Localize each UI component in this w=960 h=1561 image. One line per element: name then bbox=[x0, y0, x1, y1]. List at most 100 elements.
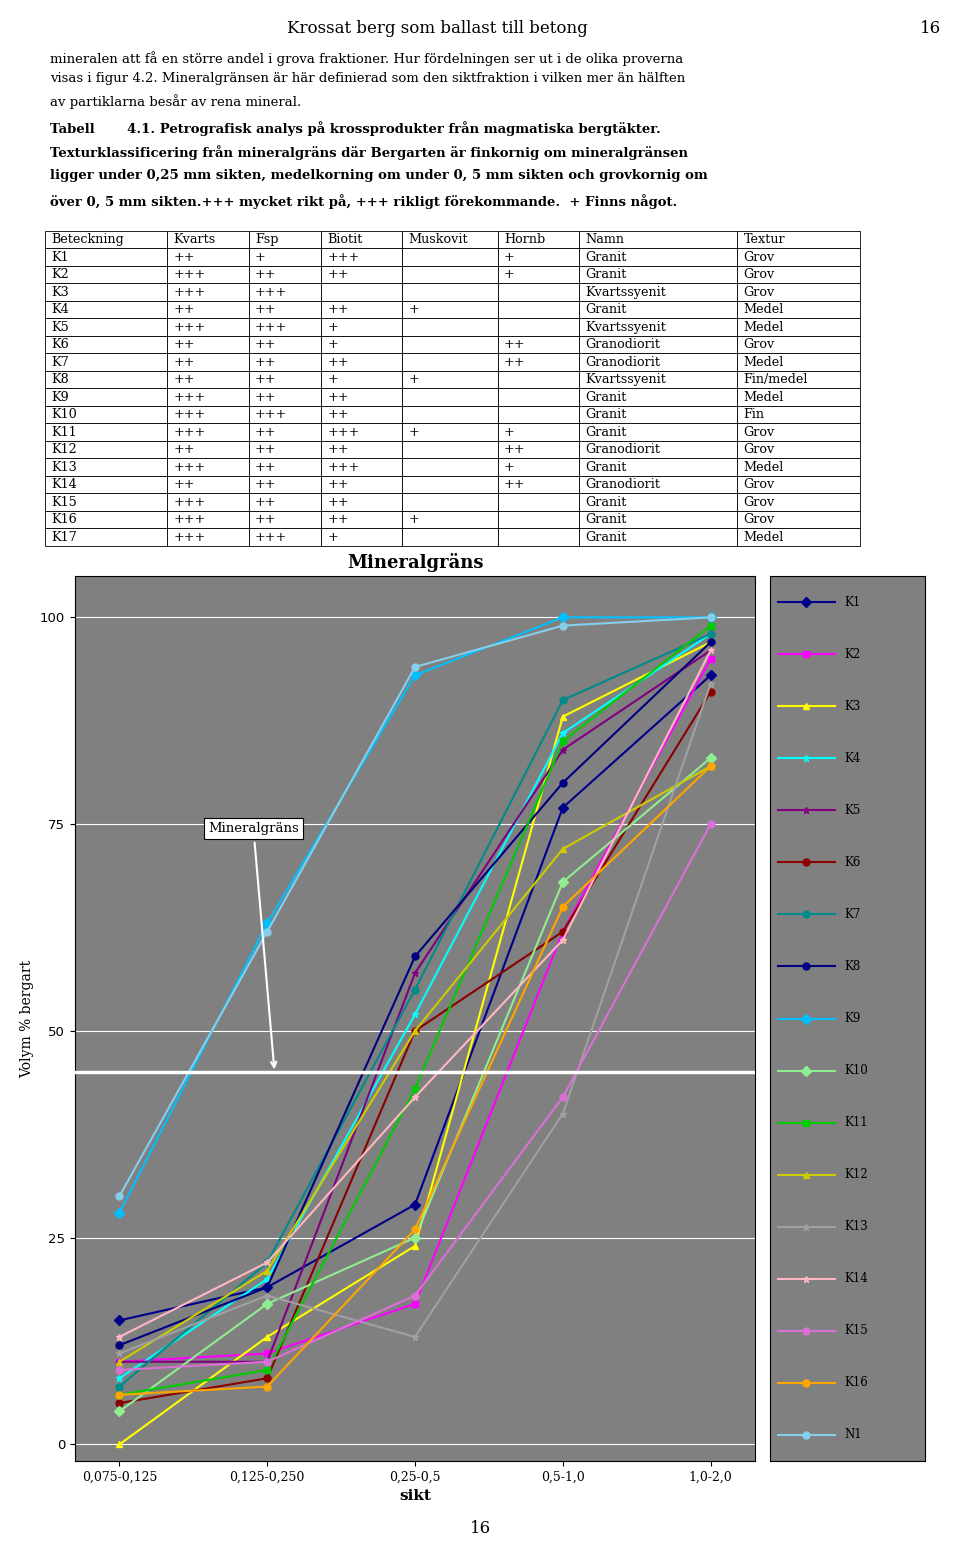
Text: Kvartssyenit: Kvartssyenit bbox=[586, 320, 666, 334]
Line: K2: K2 bbox=[116, 656, 714, 1366]
Line: K4: K4 bbox=[116, 631, 714, 1381]
Text: Medel: Medel bbox=[744, 460, 784, 473]
Bar bbox=[737, 510, 859, 529]
Bar bbox=[249, 248, 321, 265]
Text: Muskovit: Muskovit bbox=[409, 233, 468, 247]
Bar bbox=[497, 336, 579, 353]
K10 bbox=[261, 1294, 273, 1313]
K1 bbox=[409, 1196, 420, 1214]
Bar bbox=[497, 301, 579, 318]
Text: +++: +++ bbox=[327, 460, 360, 473]
Text: K9: K9 bbox=[845, 1012, 861, 1026]
Text: K10: K10 bbox=[51, 409, 77, 421]
K11 bbox=[705, 617, 716, 635]
Text: Fin/medel: Fin/medel bbox=[744, 373, 808, 386]
Text: Mineralgräns: Mineralgräns bbox=[208, 823, 299, 1068]
Text: +: + bbox=[409, 303, 420, 317]
Text: Granit: Granit bbox=[586, 460, 627, 473]
Text: Medel: Medel bbox=[744, 320, 784, 334]
K4 bbox=[557, 724, 568, 743]
Bar bbox=[249, 406, 321, 423]
Bar bbox=[249, 372, 321, 389]
K11 bbox=[557, 732, 568, 751]
Text: Granodiorit: Granodiorit bbox=[586, 478, 660, 492]
Bar bbox=[321, 389, 402, 406]
Text: +++: +++ bbox=[327, 251, 360, 264]
Bar bbox=[579, 423, 737, 442]
Text: K2: K2 bbox=[51, 268, 69, 281]
Text: K3: K3 bbox=[51, 286, 69, 298]
Text: ++: ++ bbox=[504, 356, 525, 368]
K6 bbox=[113, 1394, 125, 1413]
Bar bbox=[249, 529, 321, 546]
K7 bbox=[557, 690, 568, 709]
Bar bbox=[497, 476, 579, 493]
Text: ++: ++ bbox=[255, 478, 276, 492]
Bar bbox=[579, 476, 737, 493]
Bar bbox=[45, 265, 167, 284]
Bar bbox=[167, 459, 249, 476]
K15 bbox=[409, 1286, 420, 1305]
K9 bbox=[557, 607, 568, 626]
Line: K1: K1 bbox=[116, 671, 714, 1324]
Bar bbox=[45, 353, 167, 372]
K5 bbox=[557, 740, 568, 759]
K4 bbox=[261, 1269, 273, 1288]
Text: +: + bbox=[409, 514, 420, 526]
Text: ++: ++ bbox=[255, 339, 276, 351]
Bar bbox=[497, 459, 579, 476]
Bar bbox=[167, 336, 249, 353]
Bar bbox=[497, 406, 579, 423]
Text: ++: ++ bbox=[327, 514, 348, 526]
Line: K3: K3 bbox=[116, 638, 714, 1449]
K3 bbox=[557, 707, 568, 726]
Text: K1: K1 bbox=[845, 596, 861, 609]
Bar bbox=[45, 529, 167, 546]
Text: Granit: Granit bbox=[586, 531, 627, 543]
Text: ++: ++ bbox=[255, 373, 276, 386]
Text: Medel: Medel bbox=[744, 531, 784, 543]
Bar bbox=[249, 301, 321, 318]
Bar bbox=[402, 476, 497, 493]
Line: K6: K6 bbox=[116, 688, 714, 1406]
K16 bbox=[261, 1377, 273, 1396]
Bar bbox=[737, 231, 859, 248]
Title: Mineralgräns: Mineralgräns bbox=[347, 553, 483, 571]
Bar bbox=[167, 493, 249, 510]
Bar bbox=[45, 248, 167, 265]
K2 bbox=[705, 649, 716, 668]
Text: +++: +++ bbox=[174, 426, 205, 439]
Bar bbox=[579, 318, 737, 336]
K8 bbox=[557, 773, 568, 791]
Bar bbox=[45, 389, 167, 406]
Text: ++: ++ bbox=[327, 390, 348, 404]
Bar bbox=[45, 301, 167, 318]
Bar bbox=[45, 231, 167, 248]
Line: K8: K8 bbox=[116, 638, 714, 1349]
K14 bbox=[409, 1088, 420, 1107]
Text: mineralen att få en större andel i grova fraktioner. Hur fördelningen ser ut i d: mineralen att få en större andel i grova… bbox=[50, 52, 684, 66]
N1 bbox=[705, 607, 716, 626]
K8 bbox=[409, 948, 420, 966]
Text: ++: ++ bbox=[255, 496, 276, 509]
K1 bbox=[113, 1311, 125, 1330]
Bar bbox=[45, 442, 167, 459]
K12 bbox=[409, 1021, 420, 1040]
Bar bbox=[321, 336, 402, 353]
Text: Krossat berg som ballast till betong: Krossat berg som ballast till betong bbox=[287, 20, 588, 37]
Text: Fsp: Fsp bbox=[255, 233, 278, 247]
Text: ++: ++ bbox=[255, 514, 276, 526]
Bar bbox=[402, 406, 497, 423]
Bar bbox=[167, 231, 249, 248]
Text: 16: 16 bbox=[469, 1520, 491, 1538]
K10 bbox=[409, 1229, 420, 1247]
K15 bbox=[557, 1088, 568, 1107]
Text: Kvartssyenit: Kvartssyenit bbox=[586, 286, 666, 298]
Bar bbox=[737, 476, 859, 493]
Text: Hornb: Hornb bbox=[504, 233, 545, 247]
Text: ++: ++ bbox=[327, 443, 348, 456]
Text: +: + bbox=[504, 426, 515, 439]
Text: Granit: Granit bbox=[586, 303, 627, 317]
Bar bbox=[579, 510, 737, 529]
K11 bbox=[409, 1080, 420, 1099]
